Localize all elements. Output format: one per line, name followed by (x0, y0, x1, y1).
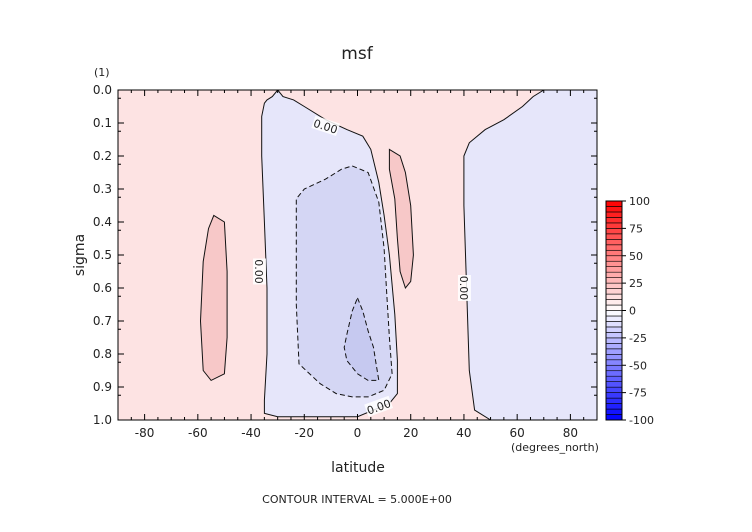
colorbar-tick-label: -75 (629, 387, 647, 400)
x-tick-label: -40 (241, 426, 261, 440)
contour-level-neg5-2 (295, 165, 393, 398)
colorbar-swatch (605, 310, 623, 317)
colorbar-swatch (605, 206, 623, 213)
colorbar-swatch (605, 403, 623, 410)
colorbar-tick-label: 50 (629, 250, 643, 263)
colorbar-tick-label: 0 (629, 305, 636, 318)
colorbar-swatch (605, 282, 623, 289)
y-tick-label: 0.7 (93, 314, 112, 328)
colorbar-swatch (605, 244, 623, 251)
contour-level-0-1 (463, 90, 597, 420)
x-tick-label: -20 (294, 426, 314, 440)
colorbar-swatch (605, 414, 623, 421)
contour-level-5-4 (199, 214, 228, 382)
colorbar-tick-label: -50 (629, 359, 647, 372)
y-tick-label: 1.0 (93, 413, 112, 427)
colorbar-swatch (605, 353, 623, 361)
y-tick-label: 0.8 (93, 347, 112, 361)
colorbar-swatch (605, 364, 623, 372)
y-tick-label: 0.3 (93, 182, 112, 196)
colorbar-swatch (605, 200, 623, 207)
contour-interval-footer: CONTOUR INTERVAL = 5.000E+00 (262, 493, 452, 506)
colorbar-swatch (605, 315, 623, 322)
colorbar-swatch (605, 211, 623, 218)
contour-labels: 0.000.000.000.00 (252, 115, 471, 418)
x-tick-label: 80 (563, 426, 578, 440)
colorbar-swatch (605, 337, 623, 344)
colorbar-swatch (605, 266, 623, 273)
x-tick-label: 60 (510, 426, 525, 440)
colorbar-swatch (605, 397, 623, 404)
colorbar-swatch (605, 222, 623, 229)
y-tick-label: 0.9 (93, 380, 112, 394)
colorbar-swatch (605, 348, 623, 355)
contour-label-3: 0.00 (457, 275, 471, 301)
x-tick-label: 40 (456, 426, 471, 440)
colorbar-tick-label: -100 (629, 414, 654, 427)
x-units-label: (degrees_north) (511, 441, 599, 454)
y-tick-label: 0.6 (93, 281, 112, 295)
contour-level-5-5 (388, 148, 414, 290)
x-tick-label: 20 (403, 426, 418, 440)
colorbar-swatch (605, 293, 623, 300)
svg-text:0.00: 0.00 (457, 276, 470, 301)
colorbar-swatch (605, 271, 623, 278)
y-tick-label: 0.4 (93, 215, 112, 229)
colorbar-swatch (605, 304, 623, 311)
colorbar-swatch (605, 386, 623, 393)
colorbar-tick-label: 100 (629, 195, 650, 208)
colorbar-swatch (605, 277, 623, 284)
axes: -80 -60 -40 -20 0 20 40 60 80 0.0 0.1 0.2 0.3 0.4 0.5 0… (93, 83, 598, 440)
colorbar-swatch (605, 321, 623, 328)
colorbar-swatch (605, 326, 623, 333)
y-axis-label: sigma (72, 234, 88, 276)
colorbar-swatch (605, 288, 623, 295)
contour-label-1: 0.00 (252, 258, 267, 285)
colorbar-swatch (605, 217, 623, 224)
y-tick-label: 0.0 (93, 83, 112, 97)
y-tick-label: 0.5 (93, 248, 112, 262)
chart-title: msf (341, 44, 373, 64)
y-tick-label: 0.2 (93, 149, 112, 163)
x-tick-label: 0 (354, 426, 362, 440)
colorbar-swatch (605, 233, 623, 240)
colorbar-tick-label: 75 (629, 222, 643, 235)
colorbar-swatch (605, 359, 623, 366)
colorbar-swatch (605, 260, 623, 268)
contour-level-neg10-3 (343, 296, 380, 381)
colorbar-swatch (605, 381, 623, 388)
y-units-label: (1) (94, 66, 110, 79)
plot-area (118, 90, 597, 420)
colorbar: 100 75 50 25 0 -25 -50 -75 -100 (605, 195, 654, 427)
colorbar-swatch (605, 375, 623, 382)
colorbar-swatch (605, 343, 623, 350)
colorbar-swatch (605, 392, 623, 399)
colorbar-swatch (605, 408, 623, 415)
x-tick-label: -80 (135, 426, 155, 440)
colorbar-swatch (605, 255, 623, 262)
colorbar-swatch (605, 370, 623, 377)
svg-text:0.00: 0.00 (252, 259, 265, 284)
y-tick-label: 0.1 (93, 116, 112, 130)
colorbar-swatch (605, 332, 623, 339)
colorbar-swatch (605, 249, 623, 257)
x-tick-label: -60 (188, 426, 208, 440)
colorbar-swatch (605, 228, 623, 235)
colorbar-swatch (605, 239, 623, 246)
colorbar-swatch (605, 299, 623, 306)
colorbar-tick-label: 25 (629, 277, 643, 290)
colorbar-tick-label: -25 (629, 332, 647, 345)
x-axis-label: latitude (331, 460, 385, 476)
